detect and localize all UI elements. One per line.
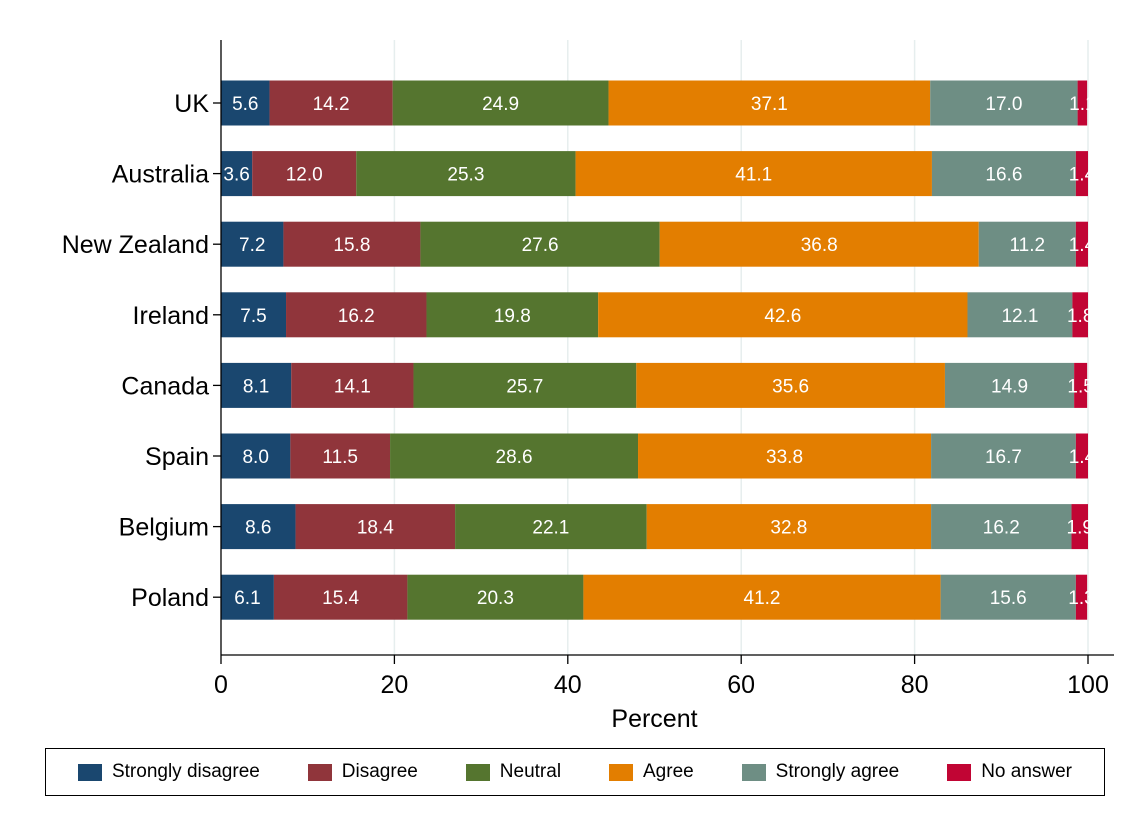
- x-tick-label: 20: [380, 671, 408, 699]
- x-tick-label: 0: [214, 671, 228, 699]
- data-label: 28.6: [496, 447, 533, 468]
- y-tick-label: Canada: [121, 372, 209, 400]
- data-label: 16.7: [985, 447, 1022, 468]
- data-label: 41.1: [735, 165, 772, 186]
- data-label: 7.2: [239, 235, 265, 256]
- data-label: 3.6: [223, 165, 249, 186]
- y-tick-label: Australia: [112, 161, 209, 189]
- data-label: 35.6: [772, 376, 809, 397]
- data-label: 1.3: [1068, 588, 1094, 609]
- data-label: 42.6: [764, 306, 801, 327]
- x-tick-label: 60: [727, 671, 755, 699]
- data-label: 12.0: [286, 165, 323, 186]
- legend-label: Neutral: [500, 761, 561, 783]
- gridlines: [394, 40, 1088, 655]
- data-label: 37.1: [751, 94, 788, 115]
- legend-label: Strongly agree: [776, 761, 900, 783]
- x-tick-label: 80: [901, 671, 929, 699]
- data-label: 15.8: [333, 235, 370, 256]
- data-label: 32.8: [770, 518, 807, 539]
- legend-item: Strongly disagree: [78, 761, 260, 783]
- legend-label: No answer: [981, 761, 1072, 783]
- data-label: 8.0: [242, 447, 268, 468]
- legend: Strongly disagree Disagree Neutral Agree Str…: [45, 748, 1105, 796]
- data-label: 24.9: [482, 94, 519, 115]
- data-label: 18.4: [357, 518, 394, 539]
- x-tick-label: 40: [554, 671, 582, 699]
- data-label: 1.9: [1067, 518, 1093, 539]
- data-label: 25.7: [506, 376, 543, 397]
- data-label: 14.2: [313, 94, 350, 115]
- data-label: 33.8: [766, 447, 803, 468]
- data-label: 14.1: [334, 376, 371, 397]
- legend-item: Neutral: [466, 761, 561, 783]
- data-label: 11.2: [1010, 235, 1046, 256]
- data-label: 1.4: [1069, 165, 1096, 186]
- data-label: 1.4: [1069, 235, 1096, 256]
- data-label: 16.2: [338, 306, 375, 327]
- legend-swatch: [742, 764, 766, 781]
- y-tick-label: New Zealand: [62, 231, 209, 259]
- x-tick-label: 100: [1067, 671, 1109, 699]
- data-label: 6.1: [234, 588, 260, 609]
- data-label: 14.9: [991, 376, 1028, 397]
- bars: [221, 81, 1088, 620]
- data-label: 15.6: [990, 588, 1027, 609]
- data-label: 1.4: [1069, 447, 1096, 468]
- legend-label: Disagree: [342, 761, 418, 783]
- x-axis-title: Percent: [611, 705, 697, 733]
- data-label: 19.8: [494, 306, 531, 327]
- y-tick-label: Spain: [145, 443, 209, 471]
- legend-item: Agree: [609, 761, 694, 783]
- data-label: 15.4: [322, 588, 359, 609]
- data-label: 27.6: [522, 235, 559, 256]
- legend-item: Disagree: [308, 761, 418, 783]
- legend-swatch: [609, 764, 633, 781]
- data-label: 7.5: [240, 306, 266, 327]
- data-label: 8.6: [245, 518, 271, 539]
- legend-label: Strongly disagree: [112, 761, 260, 783]
- legend-item: No answer: [947, 761, 1072, 783]
- legend-label: Agree: [643, 761, 694, 783]
- data-label: 16.2: [983, 518, 1020, 539]
- data-label: 12.1: [1001, 306, 1038, 327]
- data-label: 1.1: [1069, 94, 1095, 115]
- data-label: 22.1: [532, 518, 569, 539]
- data-label: 11.5: [322, 447, 358, 468]
- data-label: 17.0: [985, 94, 1022, 115]
- data-label: 20.3: [477, 588, 514, 609]
- data-label: 1.5: [1067, 376, 1093, 397]
- legend-swatch: [78, 764, 102, 781]
- data-label: 5.6: [232, 94, 258, 115]
- legend-swatch: [947, 764, 971, 781]
- legend-swatch: [308, 764, 332, 781]
- data-label: 36.8: [801, 235, 838, 256]
- legend-item: Strongly agree: [742, 761, 900, 783]
- y-tick-label: Poland: [131, 584, 209, 612]
- legend-swatch: [466, 764, 490, 781]
- data-label: 41.2: [744, 588, 781, 609]
- y-tick-label: Ireland: [133, 302, 209, 330]
- data-label: 25.3: [447, 165, 484, 186]
- data-label: 8.1: [243, 376, 269, 397]
- data-label: 1.8: [1067, 306, 1093, 327]
- y-tick-label: UK: [174, 90, 209, 118]
- data-label: 16.6: [985, 165, 1022, 186]
- y-tick-label: Belgium: [119, 514, 209, 542]
